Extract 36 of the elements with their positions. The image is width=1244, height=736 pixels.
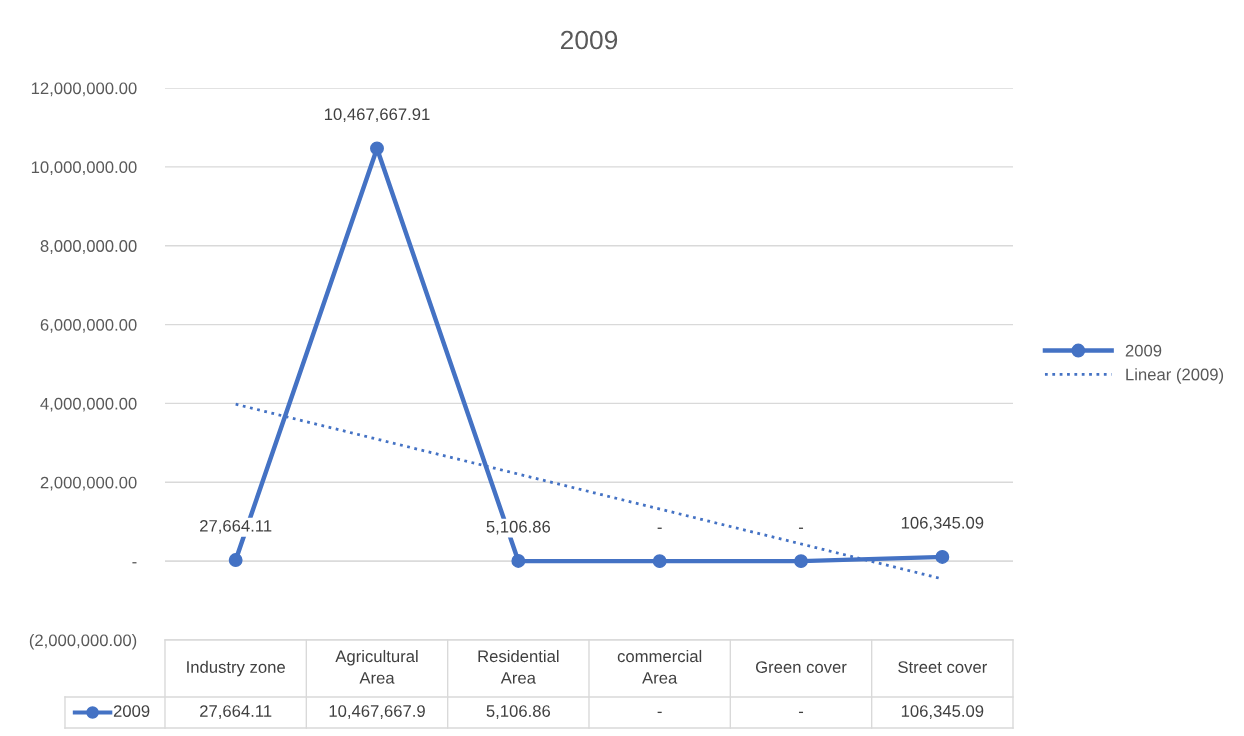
point <box>794 554 808 569</box>
point <box>935 550 950 564</box>
x-tick-label: Street cover <box>898 661 987 673</box>
text: 10,467,667.9 <box>329 705 425 719</box>
data-label: 27,664.11 <box>200 519 272 534</box>
point <box>652 554 667 569</box>
y-tick-label: 6,000,000.00 <box>40 318 137 333</box>
y-tick-label: 12,000,000.00 <box>31 82 137 97</box>
y-tick-label: 8,000,000.00 <box>40 240 137 254</box>
text: 27,664.11 <box>200 705 272 719</box>
chart-title: 2009 <box>560 30 618 50</box>
point <box>370 141 384 156</box>
point <box>228 553 243 567</box>
y-tick-label: 10,000,000.00 <box>31 161 137 176</box>
text: 5,106.86 <box>486 705 551 719</box>
y-tick-label: (2,000,000.00) <box>29 633 137 650</box>
y-tick-label: 4,000,000.00 <box>40 397 137 412</box>
point <box>511 553 526 568</box>
text: - <box>798 711 804 714</box>
data-label: 10,467,667.91 <box>324 108 430 123</box>
y-tick-label: 2,000,000.00 <box>40 476 137 491</box>
text: - <box>657 711 662 714</box>
data-label: - <box>657 527 662 529</box>
legend-label: Linear (2009) <box>1126 368 1224 384</box>
data-label: 106,345.09 <box>901 516 984 531</box>
x-tick-label: commercial Area <box>617 649 702 684</box>
text: 106,345.09 <box>901 705 984 719</box>
x-tick-label: Residential Area <box>478 649 559 684</box>
data-label: 5,106.86 <box>486 520 551 535</box>
legend-label: 2009 <box>113 705 150 717</box>
y-tick-label: - <box>132 562 137 564</box>
x-tick-label: Green cover <box>755 661 847 673</box>
x-tick-label: Industry zone <box>187 660 285 677</box>
data-label: - <box>798 527 804 529</box>
chart-title: 2009 <box>1125 344 1162 357</box>
x-tick-label: Agricultural Area <box>335 649 418 684</box>
